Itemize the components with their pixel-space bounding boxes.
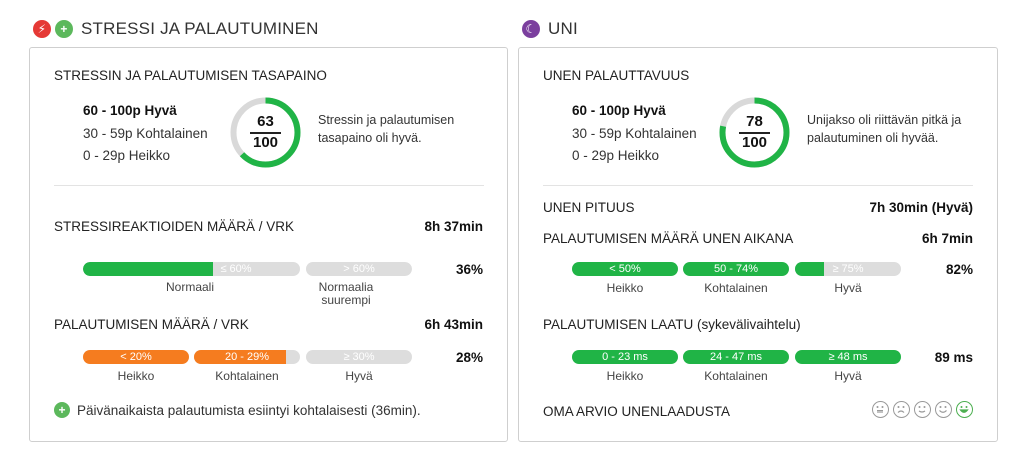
- quality-seg-poor: 0 - 23 ms: [572, 350, 678, 364]
- sleep-card: UNEN PALAUTTAVUUS 60 - 100p Hyvä 30 - 59…: [518, 47, 998, 442]
- restorative-score: 78: [746, 113, 763, 130]
- neutral-face-icon[interactable]: [914, 401, 931, 418]
- legend-poor: 0 - 29p Heikko: [83, 148, 171, 163]
- balance-max: 100: [252, 134, 279, 151]
- legend-poor: 0 - 29p Heikko: [572, 148, 660, 163]
- tick-poor: Heikko: [606, 281, 644, 295]
- plus-icon: +: [55, 20, 73, 38]
- tick-good: Hyvä: [834, 281, 862, 295]
- bad-face-icon[interactable]: [893, 401, 910, 418]
- tick-normal: Normaali: [165, 280, 214, 294]
- restorative-score-ring: 78 100: [718, 96, 791, 169]
- sleep-recovery-seg-good: ≥ 75%: [795, 262, 901, 276]
- recovery-label: PALAUTUMISEN MÄÄRÄ / VRK: [54, 317, 249, 332]
- restorative-max: 100: [741, 134, 768, 151]
- tick-good: Hyvä: [834, 369, 862, 383]
- quality-seg-moderate: 24 - 47 ms: [683, 350, 789, 364]
- self-rating-faces: [868, 401, 973, 418]
- sleep-section-title: ☾ UNI: [522, 19, 578, 39]
- divider: [54, 185, 484, 186]
- balance-description: Stressin ja palautumisen tasapaino oli h…: [318, 113, 455, 145]
- sleep-recovery-label: PALAUTUMISEN MÄÄRÄ UNEN AIKANA: [543, 231, 794, 246]
- self-rating-label: OMA ARVIO UNENLAADUSTA: [543, 404, 731, 419]
- legend-moderate: 30 - 59p Kohtalainen: [572, 125, 697, 141]
- legend-good: 60 - 100p Hyvä: [572, 103, 666, 118]
- recovery-seg-moderate: 20 - 29%: [194, 350, 300, 364]
- sleep-duration-value: 7h 30min (Hyvä): [869, 200, 973, 215]
- tick-poor: Heikko: [117, 369, 155, 383]
- recovery-quality-value: 89 ms: [934, 350, 973, 365]
- sleep-recovery-percent: 82%: [945, 262, 973, 277]
- balance-score: 63: [257, 113, 274, 130]
- note-text: Päivänaikaista palautumista esiintyi koh…: [77, 402, 421, 418]
- stress-card: STRESSIN JA PALAUTUMISEN TASAPAINO 60 - …: [29, 47, 508, 442]
- tick-good: Hyvä: [345, 369, 373, 383]
- tick-moderate: Kohtalainen: [704, 281, 768, 295]
- sleep-duration-label: UNEN PITUUS: [543, 200, 635, 215]
- restorative-legend: 60 - 100p Hyvä 30 - 59p Kohtalainen 0 - …: [572, 100, 697, 168]
- tick-poor: Heikko: [606, 369, 644, 383]
- very-bad-face-icon[interactable]: [872, 401, 889, 418]
- recovery-seg-poor: < 20%: [83, 350, 189, 364]
- sleep-recovery-value: 6h 7min: [921, 231, 973, 246]
- tick-moderate: Kohtalainen: [215, 369, 279, 383]
- very-good-face-icon[interactable]: [956, 401, 973, 418]
- stress-seg-high: > 60%: [306, 262, 412, 276]
- stress-reactions-bar: ≤ 60% > 60%: [83, 262, 412, 276]
- stress-section-title: ⚡ + STRESSI JA PALAUTUMINEN: [33, 19, 319, 39]
- stress-reactions-label: STRESSIREAKTIOIDEN MÄÄRÄ / VRK: [54, 219, 295, 234]
- recovery-percent: 28%: [455, 350, 483, 365]
- stress-seg-normal: ≤ 60%: [220, 263, 252, 275]
- quality-seg-good: ≥ 48 ms: [795, 350, 901, 364]
- good-face-icon[interactable]: [935, 401, 952, 418]
- balance-score-ring: 63 100: [229, 96, 302, 169]
- tick-moderate: Kohtalainen: [704, 369, 768, 383]
- recovery-value: 6h 43min: [424, 317, 483, 332]
- balance-title: STRESSIN JA PALAUTUMISEN TASAPAINO: [54, 68, 327, 83]
- recovery-quality-label: PALAUTUMISEN LAATU (sykevälivaihtelu): [543, 317, 801, 332]
- sleep-recovery-seg-poor: < 50%: [572, 262, 678, 276]
- tick-higher-than-normal: Normaalia suurempi: [318, 280, 374, 307]
- stress-reactions-percent: 36%: [455, 262, 483, 277]
- moon-icon: ☾: [522, 20, 540, 38]
- divider: [543, 185, 973, 186]
- recovery-seg-good: ≥ 30%: [306, 350, 412, 364]
- sleep-recovery-seg-moderate: 50 - 74%: [683, 262, 789, 276]
- sleep-section-title-text: UNI: [548, 19, 578, 38]
- lightning-icon: ⚡: [33, 20, 51, 38]
- stress-reactions-value: 8h 37min: [424, 219, 483, 234]
- daytime-recovery-note: + Päivänaikaista palautumista esiintyi k…: [54, 402, 421, 418]
- legend-good: 60 - 100p Hyvä: [83, 103, 177, 118]
- restorative-title: UNEN PALAUTTAVUUS: [543, 68, 690, 83]
- legend-moderate: 30 - 59p Kohtalainen: [83, 125, 208, 141]
- balance-legend: 60 - 100p Hyvä 30 - 59p Kohtalainen 0 - …: [83, 100, 208, 168]
- restorative-description: Unijakso oli riittävän pitkä ja palautum…: [807, 113, 962, 145]
- stress-section-title-text: STRESSI JA PALAUTUMINEN: [81, 19, 319, 38]
- plus-icon: +: [54, 402, 70, 418]
